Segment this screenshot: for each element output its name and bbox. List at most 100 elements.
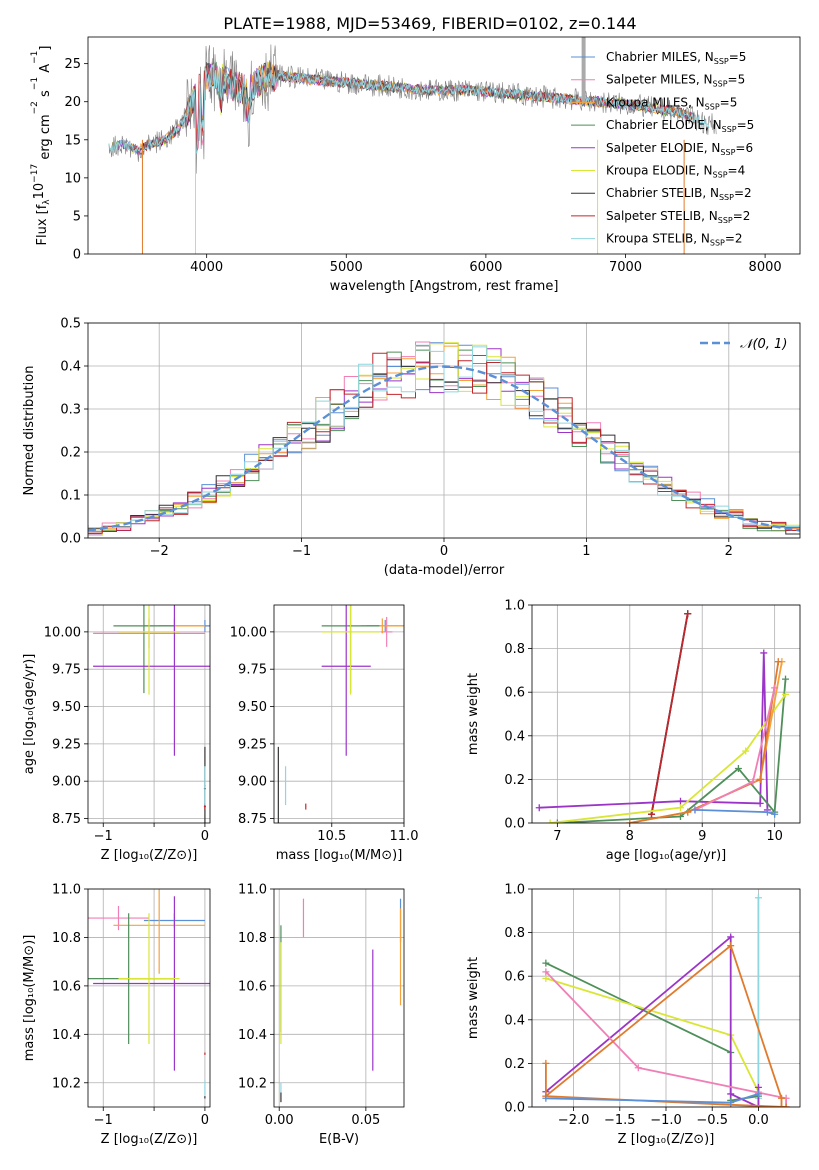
weight-marker <box>727 942 735 950</box>
error-cross <box>321 605 371 756</box>
grid-lines <box>274 888 404 1107</box>
y-tick-label: 0.6 <box>504 970 525 985</box>
y-tick-label: 8.75 <box>52 812 81 827</box>
y-axis-label: mass [log₁₀(M/M⊙)] <box>22 935 37 1062</box>
y-tick-label: 10.6 <box>52 979 81 994</box>
panel-age_vs_mass: 10.5 11.0 8.75 9.00 9.25 9.50 9.75 10.00 mass [l… <box>230 604 418 863</box>
error-cross <box>204 1052 206 1055</box>
ticks: 0.00 0.05 10.2 10.4 10.6 10.8 11.0 <box>238 883 380 1129</box>
weight-line-salpeter_miles <box>545 971 787 1107</box>
weight-line-kroupa_miles <box>629 661 783 823</box>
y-axis-label: Normed distribution <box>22 366 37 496</box>
x-tick-label: 10 <box>766 829 783 844</box>
weight-marker <box>782 1103 790 1107</box>
y-tick-label: 25 <box>64 57 81 72</box>
weight-marker <box>535 804 543 812</box>
weight-marker <box>727 1099 735 1107</box>
x-tick-label: −1.0 <box>650 1113 682 1128</box>
y-tick-label: 1.0 <box>504 599 525 614</box>
grid-lines <box>274 605 405 823</box>
figure-title: PLATE=1988, MJD=53469, FIBERID=0102, z=0… <box>223 14 636 33</box>
plot-area <box>88 889 210 1099</box>
x-tick-label: 0.0 <box>748 1113 769 1128</box>
weight-marker <box>782 690 790 698</box>
x-axis-label: Z [log₁₀(Z/Z⊙)] <box>618 1132 715 1147</box>
weight-marker <box>754 1103 762 1107</box>
weight-marker <box>754 894 762 902</box>
weight-marker <box>626 819 634 823</box>
weight-line-salpeter_stelib <box>650 613 689 815</box>
plot-area <box>108 37 717 254</box>
observed-spectrum <box>108 44 717 174</box>
weight-line-chabrier_miles <box>545 1093 759 1104</box>
panel-weight_vs_age: 7 8 9 10 0.0 0.2 0.4 0.6 0.8 1.0 age [log₁₀(age/yr… <box>466 599 801 863</box>
x-tick-label: 0 <box>201 1113 209 1128</box>
weight-marker <box>634 1064 642 1072</box>
y-tick-label: 10.00 <box>44 625 81 640</box>
x-tick-label: 7000 <box>609 260 642 275</box>
weight-marker <box>778 1103 786 1107</box>
x-axis-label: mass [log₁₀(M/M⊙)] <box>276 848 403 863</box>
x-tick-label: 2 <box>725 544 733 559</box>
weight-marker <box>742 747 750 755</box>
y-tick-label: 9.25 <box>52 737 81 752</box>
x-tick-label: 4000 <box>190 260 223 275</box>
y-tick-label: 9.00 <box>52 775 81 790</box>
y-tick-label: 10 <box>64 171 81 186</box>
error-cross <box>277 746 279 823</box>
y-tick-label: 9.00 <box>238 775 267 790</box>
x-tick-label: −2.0 <box>558 1113 590 1128</box>
plot-area <box>535 610 790 823</box>
y-tick-label: 10.2 <box>238 1076 267 1091</box>
x-tick-label: 5000 <box>330 260 363 275</box>
error-cross <box>284 766 287 806</box>
legend-label: Salpeter MILES, NSSP=5 <box>606 73 745 89</box>
x-axis-label: wavelength [Angstrom, rest frame] <box>330 279 559 294</box>
ticks: −1 0 10.2 10.4 10.6 10.8 11.0 <box>52 883 209 1129</box>
weight-marker <box>754 1090 762 1098</box>
ticks: −1 0 8.75 9.00 9.25 9.50 9.75 10.00 <box>44 625 209 844</box>
x-tick-label: −1 <box>94 1113 113 1128</box>
x-axis-label: Z [log₁₀(Z/Z⊙)] <box>101 848 198 863</box>
x-tick-label: 8000 <box>749 260 782 275</box>
weight-marker <box>684 808 692 816</box>
y-tick-label: 0.4 <box>504 729 525 744</box>
panel-spectrum: 4000 5000 6000 7000 8000 0 5 10 15 20 25 wavelength… <box>30 36 801 294</box>
y-tick-label: 8.75 <box>238 812 267 827</box>
ticks: −2 −1 0 1 2 0.0 0.1 0.2 0.3 0.4 0.5 <box>60 317 733 560</box>
legend-label: Salpeter ELODIE, NSSP=6 <box>606 141 753 157</box>
weight-marker <box>553 819 561 823</box>
weight-marker <box>542 1059 550 1067</box>
y-tick-label: 0.8 <box>504 926 525 941</box>
x-tick-label: −2 <box>150 544 169 559</box>
y-tick-label: 1.0 <box>504 883 525 898</box>
y-tick-label: 0.2 <box>504 1057 525 1072</box>
weight-marker <box>760 649 768 657</box>
y-tick-label: 10.4 <box>52 1028 81 1043</box>
plot-area <box>93 605 210 823</box>
x-tick-label: 9 <box>698 829 706 844</box>
weight-marker <box>691 806 699 814</box>
panels: 4000 5000 6000 7000 80000510152025wavelength… <box>22 36 801 1147</box>
y-tick-label: 10.00 <box>230 625 267 640</box>
ticks: 4000 5000 6000 7000 8000 0 5 10 15 20 25 <box>64 57 781 275</box>
error-cross <box>118 913 180 1045</box>
x-tick-label: 6000 <box>469 260 502 275</box>
panel-weight_vs_Z: −2.0 −1.5 −1.0 −0.5 0.0 0.0 0.2 0.4 0.6 0.8 1.0 Z [… <box>466 883 801 1147</box>
panel-age_vs_Z: −1 0 8.75 9.00 9.25 9.50 9.75 10.00 Z [log₁₀(Z/Z… <box>22 604 211 863</box>
ticks: 7 8 9 10 0.0 0.2 0.4 0.6 0.8 1.0 <box>504 599 783 845</box>
weight-marker <box>756 799 764 807</box>
y-tick-label: 0 <box>73 248 81 263</box>
error-cross <box>113 889 205 974</box>
y-tick-label: 0.6 <box>504 686 525 701</box>
error-cross <box>204 1096 206 1099</box>
weight-marker <box>771 810 779 818</box>
y-tick-label: 10.8 <box>52 931 81 946</box>
axes-frame <box>87 322 801 539</box>
weight-marker <box>542 968 550 976</box>
y-tick-label: 5 <box>73 209 81 224</box>
y-tick-label: 9.50 <box>238 700 267 715</box>
weight-marker <box>782 675 790 683</box>
weight-marker <box>749 778 757 786</box>
